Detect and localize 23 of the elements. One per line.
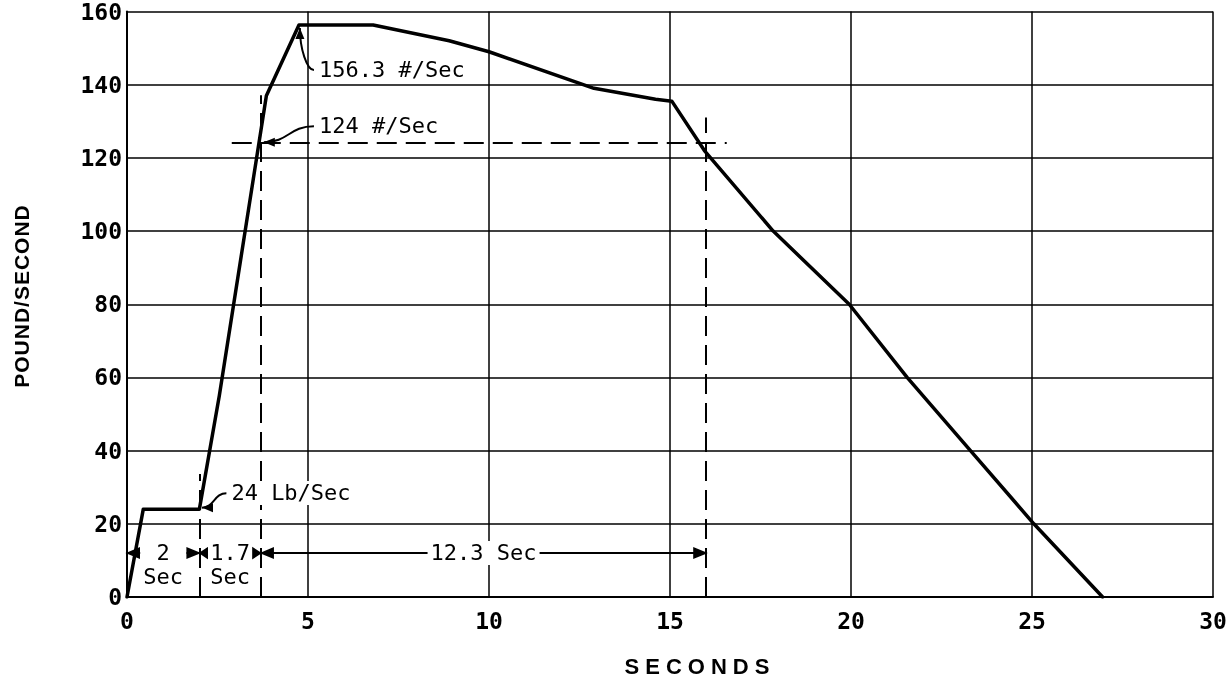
y-axis-title: POUND/SECOND	[10, 203, 34, 388]
x-axis-title: SECONDS	[624, 654, 776, 680]
x-tick-label: 5	[301, 607, 315, 634]
annotation: 12.3 Sec	[428, 540, 539, 566]
x-tick-label: 15	[656, 607, 684, 634]
y-tick-label: 140	[80, 71, 122, 98]
y-tick-label: 60	[94, 364, 122, 391]
y-tick-label: 80	[94, 291, 122, 318]
y-tick-label: 120	[80, 144, 122, 171]
annotation: 2 Sec	[141, 540, 185, 590]
x-tick-label: 20	[837, 607, 865, 634]
y-tick-label: 160	[80, 0, 122, 25]
x-tick-label: 30	[1199, 607, 1227, 634]
y-tick-label: 20	[94, 510, 122, 537]
annotation: 156.3 #/Sec	[316, 57, 467, 83]
annotation: 1.7 Sec	[208, 540, 252, 590]
y-tick-label: 100	[80, 218, 122, 245]
y-tick-label: 0	[108, 584, 122, 610]
x-tick-label: 10	[475, 607, 503, 634]
y-tick-label: 40	[94, 437, 122, 464]
annotation: 124 #/Sec	[316, 113, 441, 139]
annotation: 24 Lb/Sec	[229, 480, 353, 506]
x-tick-label: 25	[1018, 607, 1046, 634]
